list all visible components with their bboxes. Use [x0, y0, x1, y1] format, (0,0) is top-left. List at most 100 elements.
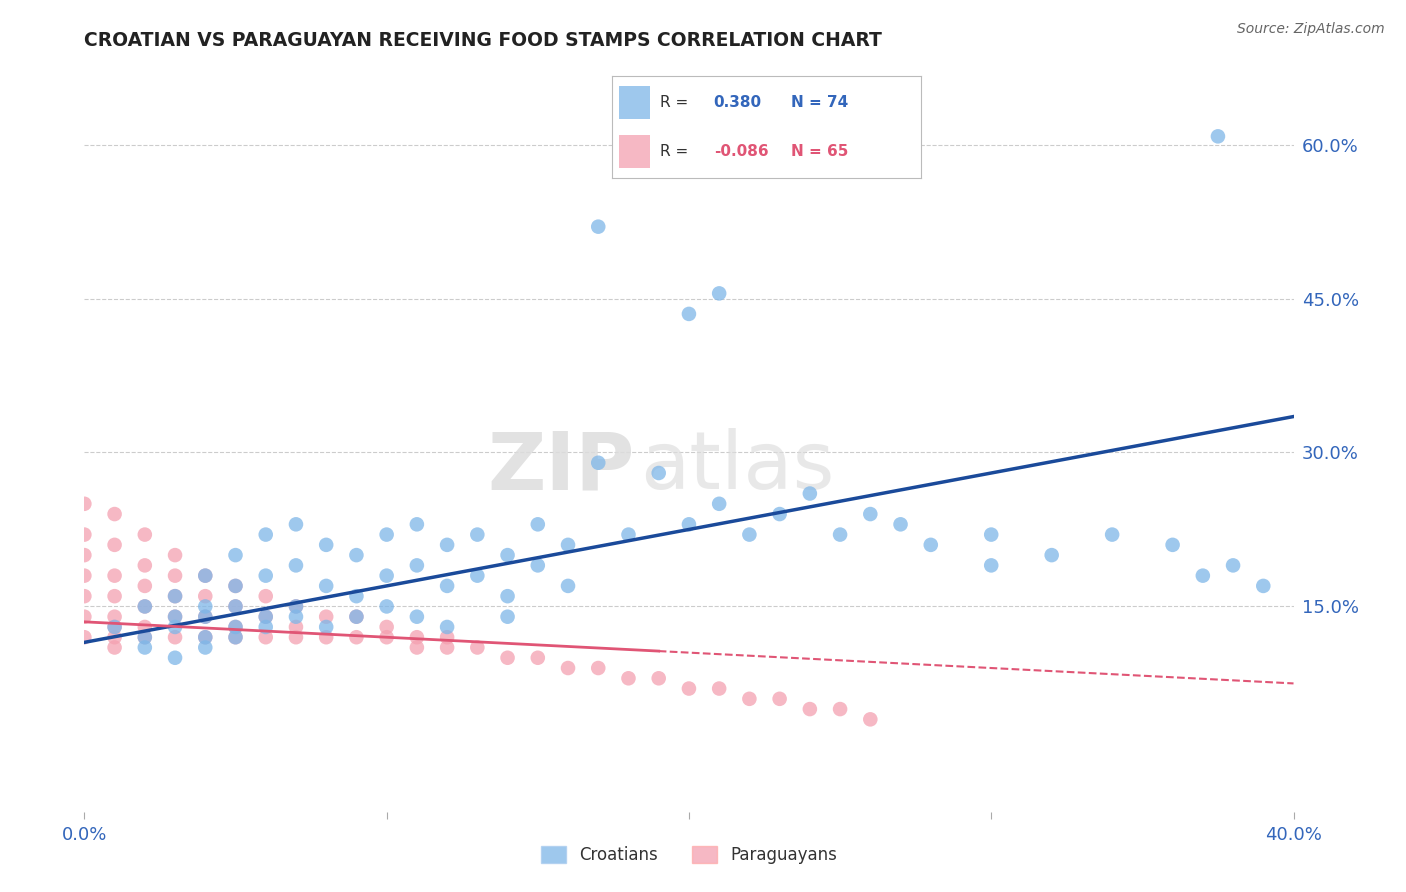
Point	[406, 640, 429, 655]
Point	[346, 589, 368, 603]
Point	[285, 620, 308, 634]
Point	[375, 620, 398, 634]
Point	[134, 630, 156, 644]
Point	[165, 650, 187, 665]
Point	[134, 579, 156, 593]
Point	[830, 527, 852, 541]
Point	[588, 456, 610, 470]
Point	[285, 599, 308, 614]
Point	[1253, 579, 1275, 593]
Point	[980, 527, 1002, 541]
Point	[617, 671, 640, 685]
Point	[436, 630, 458, 644]
Point	[104, 640, 127, 655]
Text: N = 65: N = 65	[792, 145, 848, 160]
Text: CROATIAN VS PARAGUAYAN RECEIVING FOOD STAMPS CORRELATION CHART: CROATIAN VS PARAGUAYAN RECEIVING FOOD ST…	[84, 30, 882, 50]
Point	[709, 681, 731, 696]
Point	[496, 609, 519, 624]
Point	[285, 517, 308, 532]
Point	[346, 609, 368, 624]
Point	[134, 558, 156, 573]
Point	[225, 630, 247, 644]
Point	[104, 507, 127, 521]
Point	[73, 497, 96, 511]
Text: R =: R =	[659, 95, 693, 110]
Point	[104, 620, 127, 634]
Point	[496, 589, 519, 603]
Text: atlas: atlas	[641, 428, 835, 506]
Point	[557, 538, 579, 552]
Point	[165, 609, 187, 624]
Point	[194, 568, 217, 582]
Point	[467, 568, 489, 582]
Point	[799, 486, 821, 500]
Point	[254, 589, 277, 603]
Point	[588, 661, 610, 675]
Point	[285, 609, 308, 624]
Point	[194, 568, 217, 582]
Point	[406, 558, 429, 573]
Legend: Croatians, Paraguayans: Croatians, Paraguayans	[534, 839, 844, 871]
Point	[165, 548, 187, 562]
Point	[194, 599, 217, 614]
Point	[436, 538, 458, 552]
Point	[738, 527, 761, 541]
Point	[799, 702, 821, 716]
Point	[134, 630, 156, 644]
Point	[375, 599, 398, 614]
Point	[406, 517, 429, 532]
Point	[1222, 558, 1244, 573]
Point	[406, 630, 429, 644]
Point	[165, 568, 187, 582]
FancyBboxPatch shape	[619, 87, 650, 119]
Point	[225, 579, 247, 593]
Point	[315, 538, 337, 552]
Point	[648, 671, 671, 685]
Point	[225, 620, 247, 634]
Point	[254, 527, 277, 541]
Point	[194, 609, 217, 624]
Point	[254, 630, 277, 644]
Point	[346, 548, 368, 562]
FancyBboxPatch shape	[619, 136, 650, 168]
Point	[1192, 568, 1215, 582]
Point	[315, 609, 337, 624]
Point	[73, 548, 96, 562]
Point	[709, 497, 731, 511]
Point	[1161, 538, 1184, 552]
Point	[73, 527, 96, 541]
Point	[134, 599, 156, 614]
Text: 0.380: 0.380	[714, 95, 762, 110]
Point	[285, 558, 308, 573]
Point	[134, 640, 156, 655]
Text: R =: R =	[659, 145, 693, 160]
Point	[557, 661, 579, 675]
Point	[467, 527, 489, 541]
Point	[617, 527, 640, 541]
Point	[225, 599, 247, 614]
Point	[738, 691, 761, 706]
Point	[225, 620, 247, 634]
Point	[678, 681, 700, 696]
Point	[709, 286, 731, 301]
Point	[557, 579, 579, 593]
Point	[225, 579, 247, 593]
Point	[254, 568, 277, 582]
Point	[375, 527, 398, 541]
Point	[165, 620, 187, 634]
Point	[467, 640, 489, 655]
Point	[194, 630, 217, 644]
Point	[104, 609, 127, 624]
Point	[436, 620, 458, 634]
Point	[859, 712, 882, 726]
Point	[73, 609, 96, 624]
Point	[73, 568, 96, 582]
Point	[315, 630, 337, 644]
Point	[588, 219, 610, 234]
Point	[165, 589, 187, 603]
Point	[315, 579, 337, 593]
Point	[436, 579, 458, 593]
Point	[134, 620, 156, 634]
Point	[980, 558, 1002, 573]
Point	[165, 589, 187, 603]
